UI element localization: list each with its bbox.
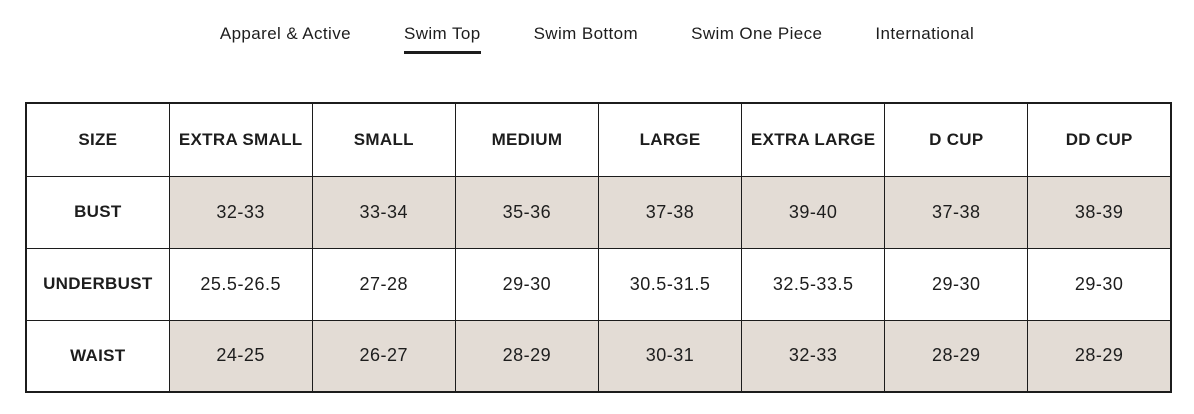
table-row-underbust: UNDERBUST 25.5-26.5 27-28 29-30 30.5-31.… [25, 247, 1172, 321]
row-label-underbust: UNDERBUST [25, 247, 170, 321]
size-cell: 32.5-33.5 [741, 247, 886, 321]
size-cell: 33-34 [311, 175, 456, 249]
size-cell: 26-27 [311, 319, 456, 393]
size-cell: 28-29 [884, 319, 1029, 393]
size-cell: 28-29 [454, 319, 600, 393]
size-chart-container: SIZE EXTRA SMALL SMALL MEDIUM LARGE EXTR… [25, 102, 1194, 393]
tab-international[interactable]: International [875, 24, 975, 43]
size-cell: 25.5-26.5 [168, 247, 313, 321]
column-header-medium: MEDIUM [454, 102, 600, 177]
tab-swim-one-piece[interactable]: Swim One Piece [691, 24, 823, 43]
table-row-bust: BUST 32-33 33-34 35-36 37-38 39-40 37-38… [25, 175, 1172, 249]
tab-swim-top[interactable]: Swim Top [403, 24, 481, 54]
size-cell: 29-30 [454, 247, 600, 321]
size-cell: 27-28 [311, 247, 456, 321]
column-header-d-cup: D CUP [884, 102, 1029, 177]
column-header-extra-large: EXTRA LARGE [741, 102, 886, 177]
size-cell: 24-25 [168, 319, 313, 393]
column-header-large: LARGE [597, 102, 743, 177]
size-cell: 38-39 [1027, 175, 1172, 249]
size-cell: 30.5-31.5 [597, 247, 743, 321]
size-cell: 30-31 [597, 319, 743, 393]
size-cell: 28-29 [1027, 319, 1172, 393]
size-cell: 32-33 [168, 175, 313, 249]
size-cell: 37-38 [597, 175, 743, 249]
size-cell: 29-30 [1027, 247, 1172, 321]
row-label-waist: WAIST [25, 319, 170, 393]
header-row: SIZE EXTRA SMALL SMALL MEDIUM LARGE EXTR… [25, 102, 1172, 177]
size-cell: 39-40 [741, 175, 886, 249]
size-chart-table: SIZE EXTRA SMALL SMALL MEDIUM LARGE EXTR… [25, 102, 1172, 393]
column-header-size: SIZE [25, 102, 170, 177]
row-label-bust: BUST [25, 175, 170, 249]
size-cell: 35-36 [454, 175, 600, 249]
column-header-extra-small: EXTRA SMALL [168, 102, 313, 177]
size-cell: 32-33 [741, 319, 886, 393]
size-chart-tab-bar: Apparel & Active Swim Top Swim Bottom Sw… [0, 0, 1194, 54]
table-row-waist: WAIST 24-25 26-27 28-29 30-31 32-33 28-2… [25, 319, 1172, 393]
column-header-dd-cup: DD CUP [1027, 102, 1172, 177]
size-cell: 29-30 [884, 247, 1029, 321]
tab-swim-bottom[interactable]: Swim Bottom [533, 24, 639, 43]
column-header-small: SMALL [311, 102, 456, 177]
size-cell: 37-38 [884, 175, 1029, 249]
tab-apparel-active[interactable]: Apparel & Active [219, 24, 351, 43]
